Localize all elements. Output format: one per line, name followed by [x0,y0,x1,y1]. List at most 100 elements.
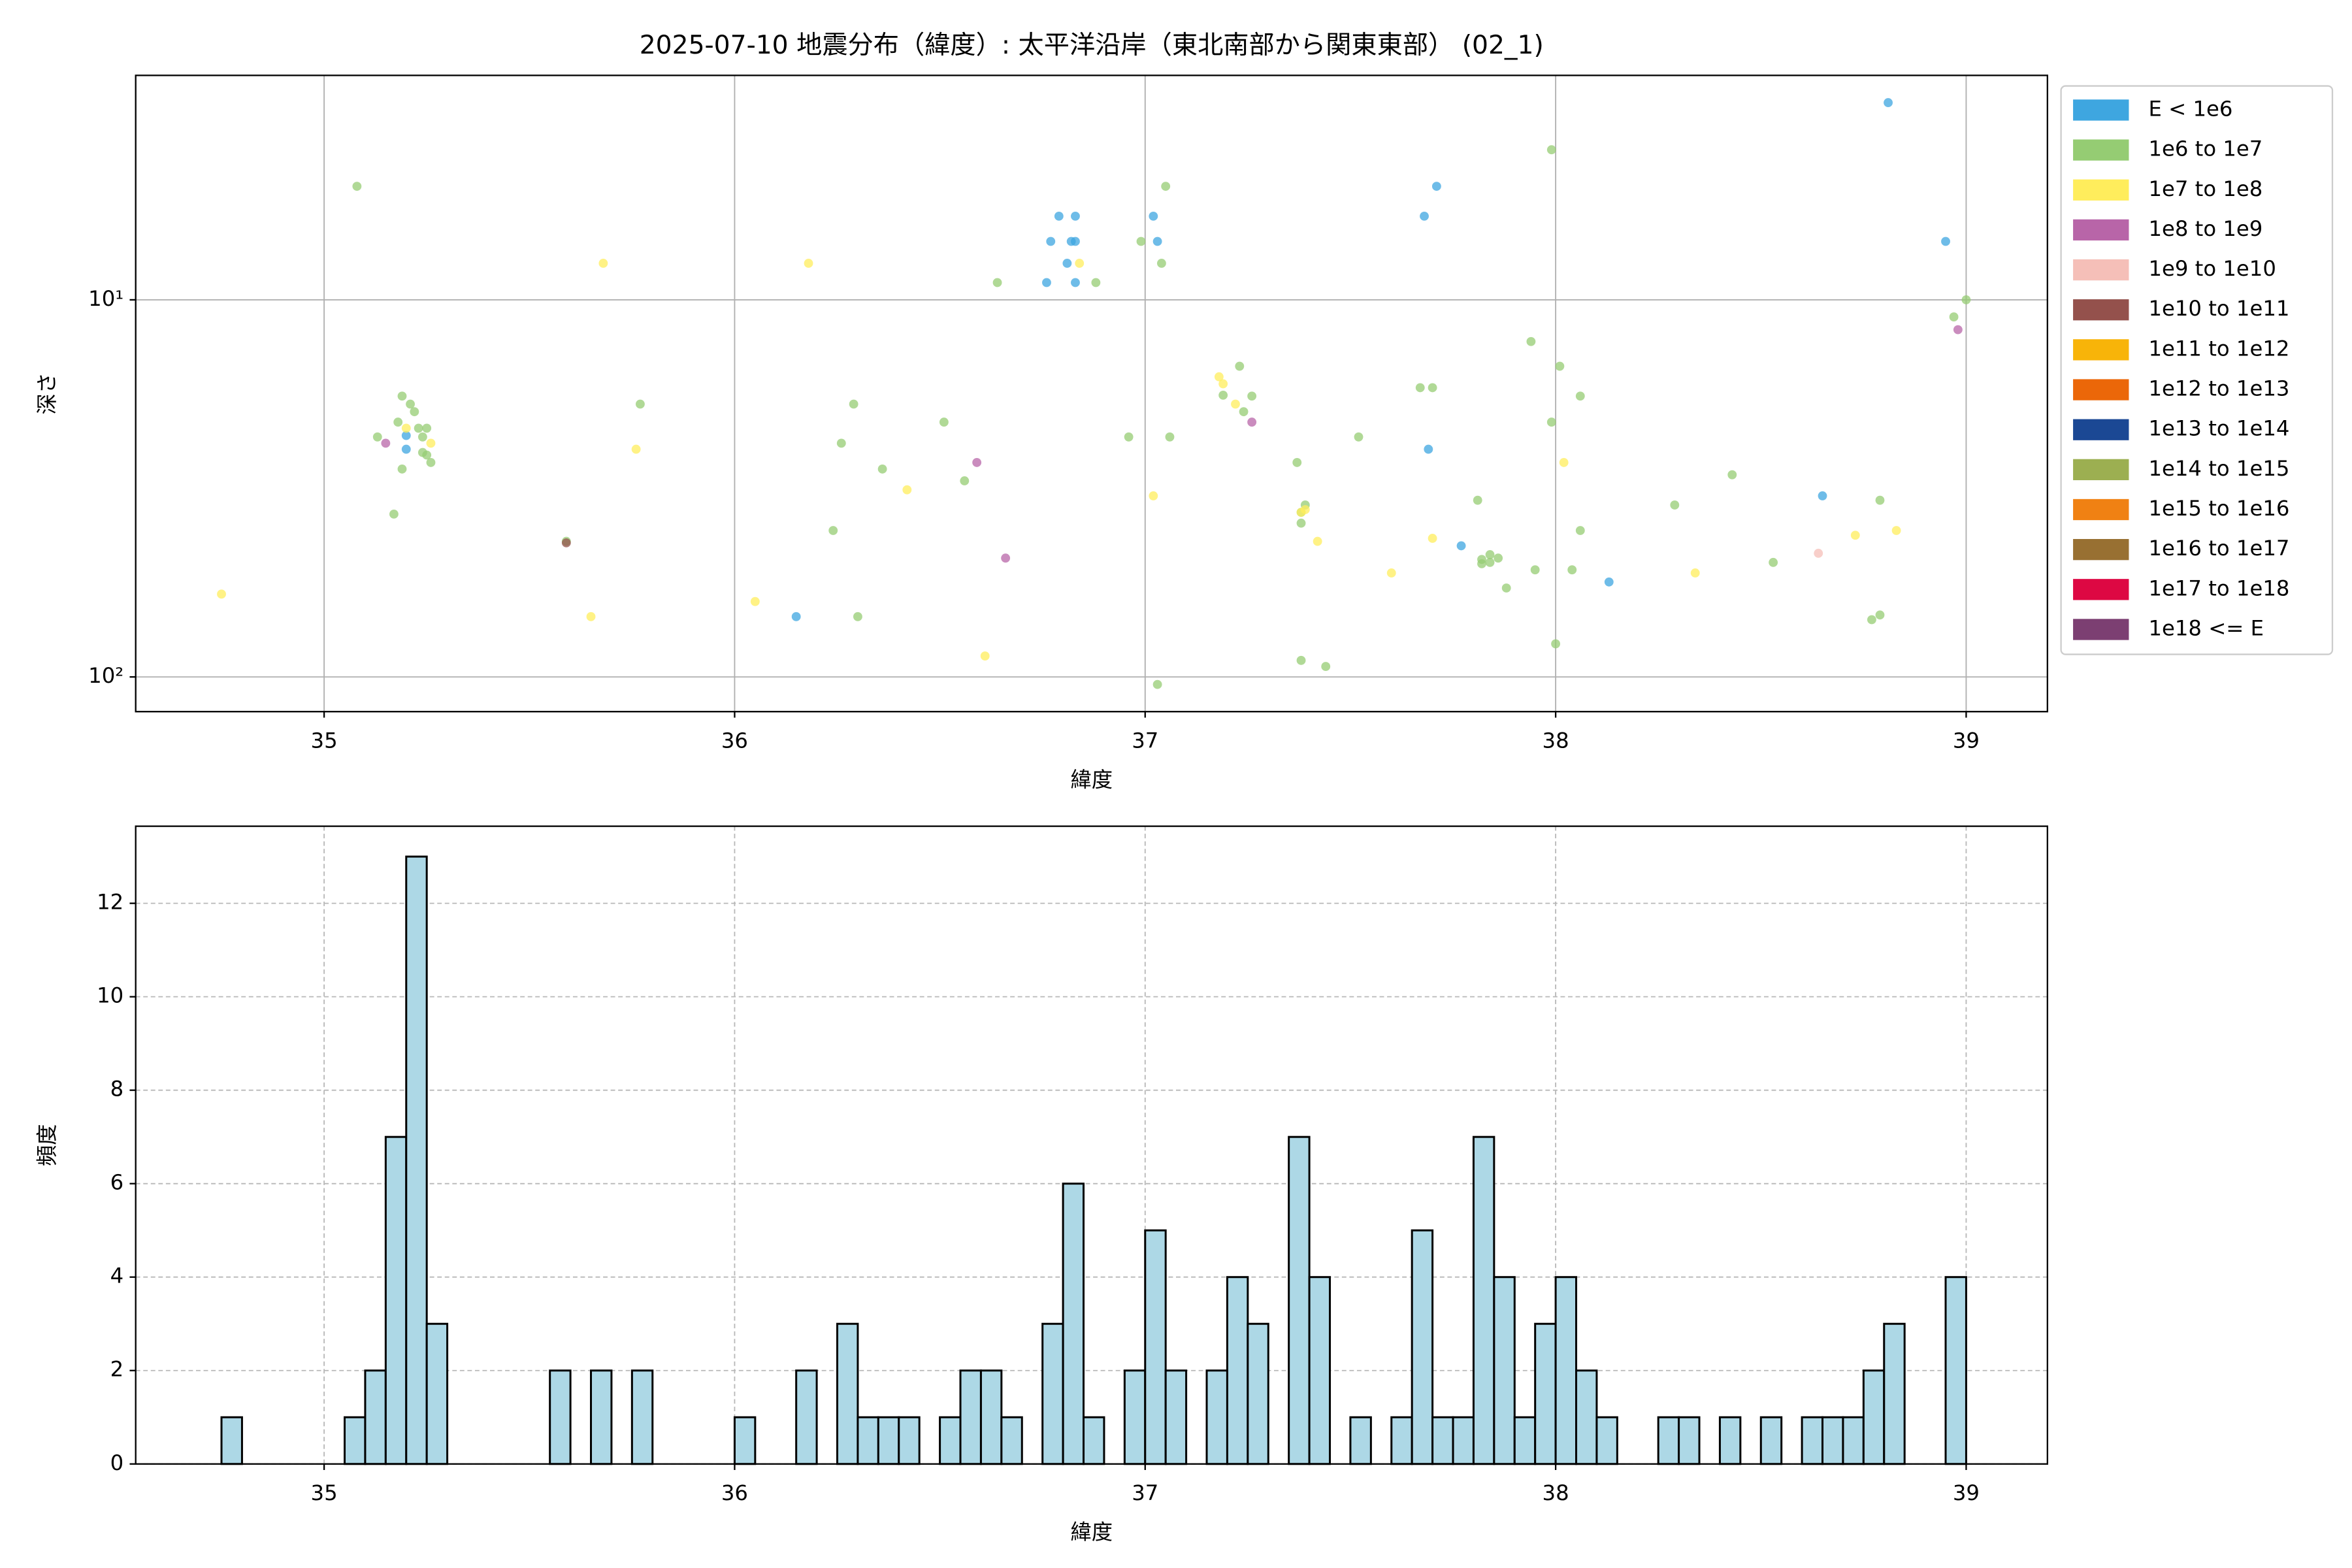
scatter-point [853,612,862,621]
scatter-point [352,182,362,191]
hist-bar [384,1135,408,1465]
hist-bar [1041,1322,1064,1465]
hist-bar [1657,1416,1680,1465]
scatter-point [1124,432,1134,442]
scatter-point [397,391,407,401]
hist-bar [939,1416,962,1465]
scatter-point [1891,526,1901,535]
hist-bar [630,1369,654,1465]
scatter-point [1321,662,1331,671]
scatter-point [401,444,411,454]
scatter-point [1485,550,1495,559]
hist-bar [1513,1416,1537,1465]
scatter-point [1546,417,1556,427]
scatter-point [902,485,912,495]
scatter-point [1456,541,1466,551]
legend-swatch [2073,498,2129,521]
scatter-point [598,259,608,268]
hist-bar [1718,1416,1742,1465]
scatter-point [1354,432,1364,442]
hist-bar [733,1416,757,1465]
scatter-point [1042,278,1051,287]
hist-bar [1595,1416,1618,1465]
scatter-point [217,589,226,599]
scatter-point [849,399,858,409]
scatter-point [1046,237,1056,246]
scatter-point [1953,325,1963,335]
x-tick-label: 36 [721,1480,748,1505]
hist-bar [1144,1229,1167,1465]
legend-label: 1e16 to 1e17 [2148,536,2289,561]
scatter-point [1071,278,1080,287]
hist-bar [1759,1416,1783,1465]
scatter-point [389,509,399,519]
scatter-point [561,538,571,547]
x-tick-label: 35 [311,1480,338,1505]
scatter-point [1604,577,1614,587]
legend-label: E < 1e6 [2148,96,2232,121]
hist-bar [1554,1276,1578,1465]
scatter-point [1296,655,1306,665]
legend-label: 1e6 to 1e7 [2148,137,2262,161]
hist-bar [1000,1416,1023,1465]
scatter-point [1690,568,1700,578]
scatter-point [804,259,813,268]
legend-label: 1e18 <= E [2148,615,2264,640]
x-tick-label: 38 [1543,728,1569,753]
plot-frame [135,825,2048,1465]
scatter-point [1814,548,1823,558]
scatter-point [1530,565,1540,575]
legend-swatch [2073,619,2129,640]
hist-bar [1821,1416,1844,1465]
scatter-point [1161,182,1171,191]
plot-frame [135,74,2048,713]
scatter-point [1555,361,1565,371]
x-tick-label: 37 [1132,728,1158,753]
scatter-point [980,651,990,661]
scatter-point [426,457,436,467]
hist-bar [1472,1135,1495,1465]
scatter-point [1231,399,1240,409]
y-axis-label: 頻度 [35,1124,59,1166]
scatter-point [1152,237,1162,246]
hist-bar [1164,1369,1188,1465]
scatter-point [1218,379,1228,389]
legend-swatch [2073,139,2129,161]
hist-bar [1678,1416,1701,1465]
scatter-point [1071,237,1080,246]
y-axis-label: 深さ [35,372,59,415]
scatter-point [828,526,838,535]
scatter-point [1949,312,1959,321]
legend-swatch [2073,419,2129,440]
hist-bar [898,1416,921,1465]
scatter-point [414,423,423,433]
x-axis-label: 緯度 [1070,1520,1113,1544]
scatter-point [1961,295,1971,304]
hist-bar [857,1416,879,1465]
hist-bar [1575,1369,1598,1465]
scatter-point [1875,495,1885,505]
legend-label: 1e10 to 1e11 [2148,296,2289,321]
hist-bar [1862,1369,1886,1465]
legend-swatch [2073,339,2129,361]
hist-bar [1083,1416,1105,1465]
y-tick-label: 10¹ [88,286,123,311]
scatter-point [1415,383,1425,393]
scatter-point [1386,568,1396,578]
hist-bar [1247,1322,1269,1465]
hist-bar [1883,1322,1906,1465]
scatter-point [1875,610,1885,620]
scatter-point [1313,536,1322,546]
hist-bar [590,1369,613,1465]
scatter-point [631,444,641,454]
legend-label: 1e14 to 1e15 [2148,456,2289,481]
scatter-point [1424,444,1433,454]
legend-label: 1e8 to 1e9 [2148,216,2262,241]
scatter-point [791,612,801,621]
legend-label: 1e15 to 1e16 [2148,496,2289,521]
scatter-point [1485,557,1495,567]
hist-bar [1431,1416,1454,1465]
scatter-point [1867,615,1876,625]
hist-bar [1944,1276,1967,1465]
hist-bar [795,1369,818,1465]
